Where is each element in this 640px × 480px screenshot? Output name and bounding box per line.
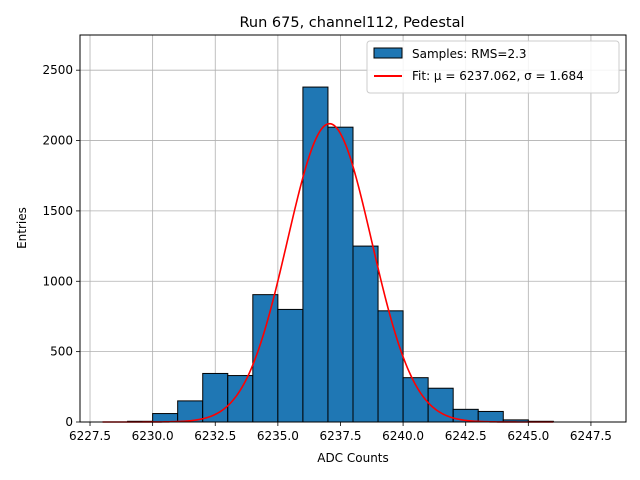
- x-tick-label: 6230.0: [132, 429, 174, 443]
- y-tick-label: 0: [65, 415, 73, 429]
- histogram-bar: [252, 294, 279, 423]
- y-tick-label: 2500: [42, 63, 73, 77]
- histogram-bar: [377, 310, 404, 423]
- chart-title: Run 675, channel112, Pedestal: [239, 15, 464, 31]
- x-tick-label: 6247.5: [570, 429, 612, 443]
- histogram-bar: [227, 375, 254, 423]
- x-tick-label: 6242.5: [445, 429, 487, 443]
- legend-swatch-samples: [373, 47, 403, 59]
- legend-label-samples: Samples: RMS=2.3: [412, 47, 527, 61]
- legend-label-fit: Fit: μ = 6237.062, σ = 1.684: [412, 69, 584, 83]
- histogram-bar: [477, 410, 504, 423]
- legend: Samples: RMS=2.3 Fit: μ = 6237.062, σ = …: [366, 40, 620, 94]
- y-axis-label: Entries: [15, 207, 29, 249]
- histogram-bar: [327, 126, 354, 423]
- plot-frame: [79, 34, 627, 423]
- x-tick-label: 6245.0: [507, 429, 549, 443]
- x-tick-label: 6240.0: [382, 429, 424, 443]
- x-tick-label: 6235.0: [257, 429, 299, 443]
- y-tick-label: 1000: [42, 274, 73, 288]
- x-tick-label: 6232.5: [194, 429, 236, 443]
- y-tick-label: 1500: [42, 204, 73, 218]
- x-tick-label: 6227.5: [69, 429, 111, 443]
- y-tick-label: 2000: [42, 134, 73, 148]
- y-axis-ticks: 0 500 1000 1500 2000 2500: [42, 63, 80, 429]
- histogram-bar: [277, 308, 304, 423]
- x-tick-label: 6237.5: [319, 429, 361, 443]
- histogram-bar: [352, 245, 379, 423]
- y-tick-label: 500: [50, 345, 73, 359]
- histogram-bar: [152, 413, 179, 423]
- x-axis-ticks: 6227.5 6230.0 6232.5 6235.0 6237.5 6240.0 6242…: [69, 422, 612, 443]
- x-axis-label: ADC Counts: [317, 451, 389, 465]
- histogram-bar: [302, 86, 329, 423]
- legend-frame: [366, 40, 620, 94]
